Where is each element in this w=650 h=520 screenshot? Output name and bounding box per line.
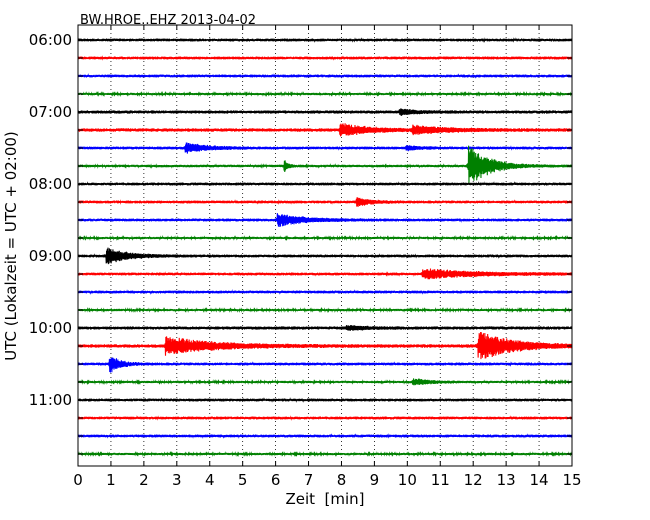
trace-0645 [77, 91, 573, 97]
trace-1130 [77, 433, 573, 439]
y-tick-label: 06:00 [29, 31, 72, 49]
x-tick-label: 6 [271, 471, 281, 489]
x-tick-label: 2 [139, 471, 149, 489]
trace-0945 [77, 307, 573, 313]
trace-0830 [77, 213, 573, 227]
x-tick-label: 4 [205, 471, 215, 489]
trace-0800 [77, 181, 573, 186]
trace-0715 [77, 123, 573, 137]
trace-0700 [77, 108, 573, 116]
trace-0900 [77, 247, 573, 265]
plot-frame [77, 24, 573, 467]
x-tick-label: 0 [73, 471, 83, 489]
x-tick-label: 11 [431, 471, 450, 489]
x-tick-label: 5 [238, 471, 248, 489]
trace-1145 [77, 450, 573, 458]
chart-title: BW.HROE..EHZ 2013-04-02 [80, 13, 256, 28]
x-tick-label: 3 [172, 471, 182, 489]
trace-0845 [77, 234, 573, 241]
trace-0745 [77, 145, 573, 184]
x-tick-label: 7 [304, 471, 314, 489]
trace-group [77, 37, 573, 458]
y-tick-label: 09:00 [29, 247, 72, 265]
x-tick-label: 12 [464, 471, 483, 489]
trace-0730 [77, 142, 573, 154]
x-tick-label: 15 [562, 471, 581, 489]
trace-0930 [77, 289, 573, 295]
y-tick-label: 08:00 [29, 175, 72, 193]
y-tick-label: 11:00 [29, 391, 72, 409]
x-tick-label: 9 [370, 471, 380, 489]
trace-0915 [77, 268, 573, 280]
x-axis-label: Zeit [min] [285, 490, 364, 508]
trace-1100 [77, 397, 573, 403]
trace-0600 [77, 37, 573, 43]
trace-1115 [77, 415, 573, 421]
trace-1000 [77, 324, 573, 331]
y-axis: 06:00 07:00 08:00 09:00 10:00 11:00 [29, 31, 572, 455]
y-tick-label: 10:00 [29, 319, 72, 337]
x-tick-label: 8 [337, 471, 347, 489]
y-tick-label: 07:00 [29, 103, 72, 121]
trace-1045 [77, 378, 573, 386]
x-tick-label: 13 [497, 471, 516, 489]
trace-0815 [77, 197, 573, 207]
vertical-grid [110, 25, 540, 466]
trace-1030 [77, 357, 573, 373]
x-tick-label: 14 [530, 471, 549, 489]
trace-0630 [77, 73, 573, 79]
x-tick-label: 1 [106, 471, 116, 489]
trace-0615 [77, 55, 573, 61]
y-axis-label: UTC (Lokalzeit = UTC + 02:00) [2, 131, 20, 361]
trace-1015 [77, 331, 573, 360]
x-axis: 0 1 2 3 4 5 6 7 8 9 10 11 12 13 14 15 [73, 25, 582, 489]
x-tick-label: 10 [398, 471, 417, 489]
